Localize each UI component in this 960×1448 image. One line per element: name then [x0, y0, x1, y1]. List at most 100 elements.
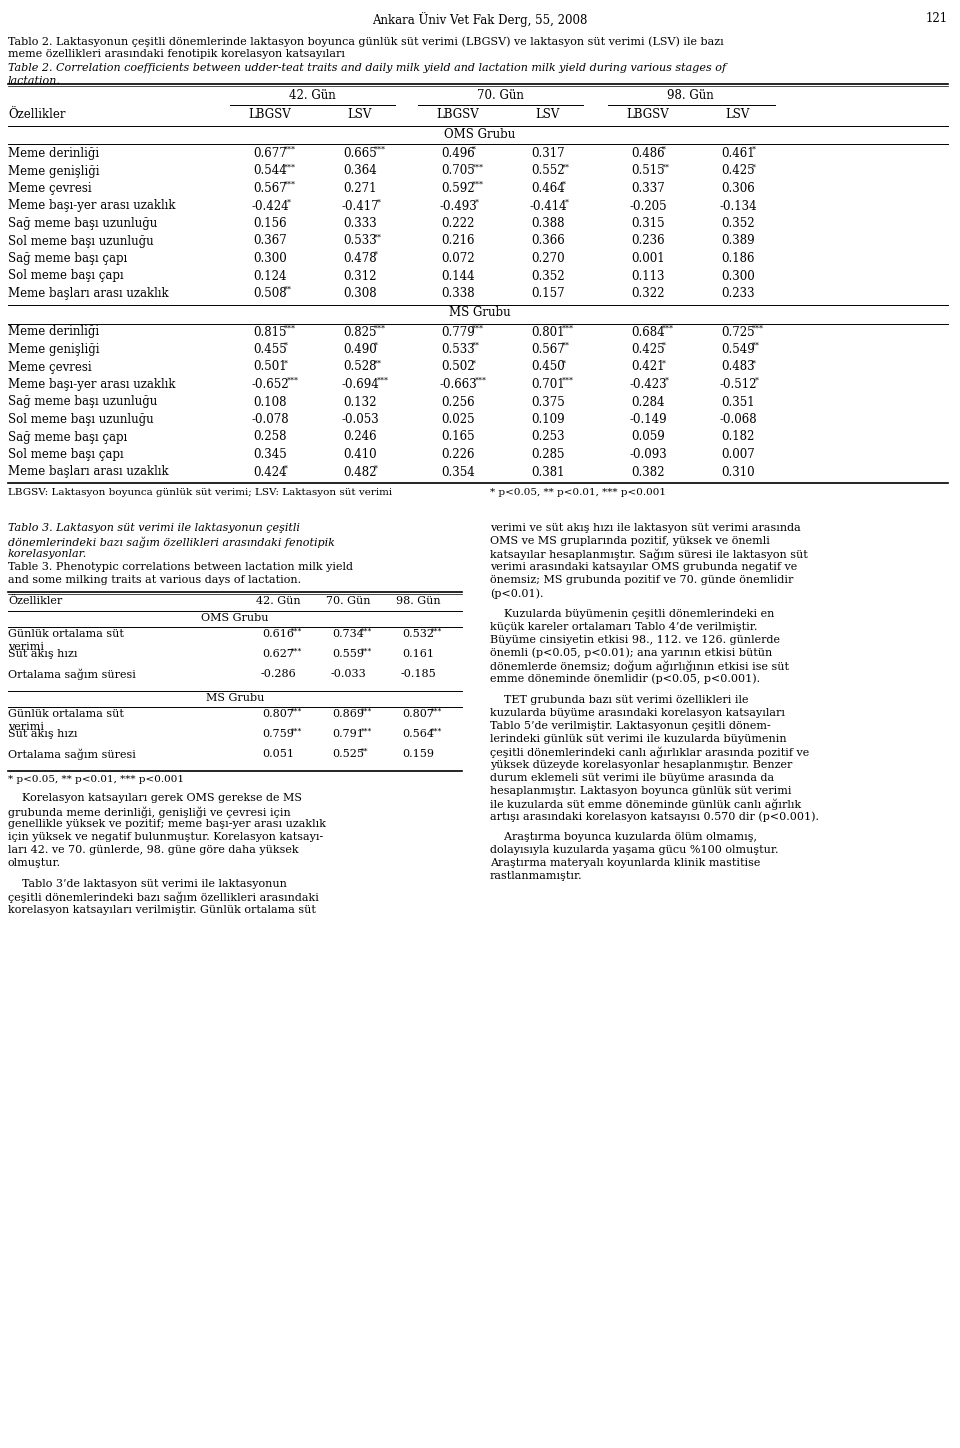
Text: 0.567: 0.567	[253, 182, 287, 195]
Text: ***: ***	[753, 324, 764, 333]
Text: 0.528: 0.528	[344, 361, 376, 374]
Text: *: *	[662, 342, 666, 350]
Text: -0.053: -0.053	[341, 413, 379, 426]
Text: Sol meme başı uzunluğu: Sol meme başı uzunluğu	[8, 235, 154, 248]
Text: OMS Grubu: OMS Grubu	[444, 127, 516, 140]
Text: verimi: verimi	[8, 723, 44, 733]
Text: *: *	[475, 198, 479, 207]
Text: 0.490: 0.490	[343, 343, 377, 356]
Text: 0.352: 0.352	[721, 217, 755, 230]
Text: *: *	[563, 359, 566, 368]
Text: Sağ meme başı uzunluğu: Sağ meme başı uzunluğu	[8, 217, 157, 230]
Text: 0.508: 0.508	[253, 287, 287, 300]
Text: ***: ***	[475, 376, 487, 385]
Text: çeşitli dönemlerindeki canlı ağırlıklar arasında pozitif ve: çeşitli dönemlerindeki canlı ağırlıklar …	[490, 747, 809, 759]
Text: 0.421: 0.421	[632, 361, 664, 374]
Text: 0.059: 0.059	[631, 430, 665, 443]
Text: **: **	[374, 233, 382, 242]
Text: 0.807: 0.807	[402, 710, 434, 720]
Text: *: *	[564, 198, 569, 207]
Text: 0.381: 0.381	[531, 465, 564, 478]
Text: *: *	[662, 359, 666, 368]
Text: -0.417: -0.417	[341, 200, 379, 213]
Text: 0.226: 0.226	[442, 447, 475, 460]
Text: OMS ve MS gruplarında pozitif, yüksek ve önemli: OMS ve MS gruplarında pozitif, yüksek ve…	[490, 536, 770, 546]
Text: -0.033: -0.033	[330, 669, 366, 679]
Text: Tablo 2. Laktasyonun çeşitli dönemlerinde laktasyon boyunca günlük süt verimi (L: Tablo 2. Laktasyonun çeşitli dönemlerind…	[8, 36, 724, 46]
Text: *: *	[665, 376, 669, 385]
Text: MS Grubu: MS Grubu	[449, 307, 511, 320]
Text: 0.533: 0.533	[442, 343, 475, 356]
Text: 0.233: 0.233	[721, 287, 755, 300]
Text: *: *	[755, 376, 758, 385]
Text: 0.007: 0.007	[721, 447, 755, 460]
Text: *: *	[284, 342, 288, 350]
Text: kuzularda büyüme arasındaki korelasyon katsayıları: kuzularda büyüme arasındaki korelasyon k…	[490, 708, 785, 718]
Text: 0.464: 0.464	[531, 182, 564, 195]
Text: 0.308: 0.308	[343, 287, 377, 300]
Text: * p<0.05, ** p<0.01, *** p<0.001: * p<0.05, ** p<0.01, *** p<0.001	[490, 488, 666, 497]
Text: 0.532: 0.532	[402, 628, 434, 639]
Text: 0.807: 0.807	[262, 710, 294, 720]
Text: önemli (p<0.05, p<0.01); ana yarının etkisi bütün: önemli (p<0.05, p<0.01); ana yarının etk…	[490, 647, 772, 659]
Text: 0.425: 0.425	[631, 343, 665, 356]
Text: 0.483: 0.483	[721, 361, 755, 374]
Text: -0.149: -0.149	[629, 413, 667, 426]
Text: -0.652: -0.652	[252, 378, 289, 391]
Text: 0.271: 0.271	[344, 182, 376, 195]
Text: Tablo 3. Laktasyon süt verimi ile laktasyonun çeşitli: Tablo 3. Laktasyon süt verimi ile laktas…	[8, 523, 300, 533]
Text: *: *	[472, 146, 476, 153]
Text: küçük kareler ortalamarı Tablo 4’de verilmiştir.: küçük kareler ortalamarı Tablo 4’de veri…	[490, 621, 757, 631]
Text: Meme derinliği: Meme derinliği	[8, 326, 99, 339]
Text: durum eklemeli süt verimi ile büyüme arasında da: durum eklemeli süt verimi ile büyüme ara…	[490, 773, 774, 782]
Text: 0.222: 0.222	[442, 217, 474, 230]
Text: TET grubunda bazı süt verimi özellikleri ile: TET grubunda bazı süt verimi özellikleri…	[490, 695, 749, 705]
Text: 0.284: 0.284	[632, 395, 664, 408]
Text: 0.312: 0.312	[344, 269, 376, 282]
Text: ***: ***	[292, 708, 302, 715]
Text: Kuzularda büyümenin çeşitli dönemlerindeki en: Kuzularda büyümenin çeşitli dönemlerinde…	[490, 608, 775, 618]
Text: katsayılar hesaplanmıştır. Sağım süresi ile laktasyon süt: katsayılar hesaplanmıştır. Sağım süresi …	[490, 549, 807, 560]
Text: ları 42. ve 70. günlerde, 98. güne göre daha yüksek: ları 42. ve 70. günlerde, 98. güne göre …	[8, 846, 299, 854]
Text: 0.759: 0.759	[262, 728, 294, 738]
Text: *: *	[377, 198, 381, 207]
Text: 0.779: 0.779	[442, 326, 475, 339]
Text: **: **	[563, 164, 570, 171]
Text: *: *	[472, 359, 476, 368]
Text: -0.286: -0.286	[260, 669, 296, 679]
Text: 0.124: 0.124	[253, 269, 287, 282]
Text: 0.306: 0.306	[721, 182, 755, 195]
Text: 0.300: 0.300	[253, 252, 287, 265]
Text: and some milking traits at various days of lactation.: and some milking traits at various days …	[8, 575, 301, 585]
Text: Sol meme başı uzunluğu: Sol meme başı uzunluğu	[8, 413, 154, 426]
Text: Sağ meme başı çapı: Sağ meme başı çapı	[8, 430, 128, 443]
Text: -0.423: -0.423	[629, 378, 667, 391]
Text: 0.533: 0.533	[343, 235, 377, 248]
Text: 0.216: 0.216	[442, 235, 475, 248]
Text: rastlanmamıştır.: rastlanmamıştır.	[490, 872, 583, 882]
Text: -0.694: -0.694	[341, 378, 379, 391]
Text: 0.246: 0.246	[343, 430, 377, 443]
Text: -0.414: -0.414	[529, 200, 566, 213]
Text: 0.338: 0.338	[442, 287, 475, 300]
Text: 0.382: 0.382	[632, 465, 664, 478]
Text: ***: ***	[563, 376, 574, 385]
Text: ***: ***	[662, 324, 674, 333]
Text: Table 2. Correlation coefficients between udder-teat traits and daily milk yield: Table 2. Correlation coefficients betwee…	[8, 64, 726, 72]
Text: ***: ***	[563, 324, 574, 333]
Text: 0.367: 0.367	[253, 235, 287, 248]
Text: 0.333: 0.333	[343, 217, 377, 230]
Text: ***: ***	[431, 708, 443, 715]
Text: Süt akış hızı: Süt akış hızı	[8, 649, 78, 659]
Text: 0.616: 0.616	[262, 628, 294, 639]
Text: -0.078: -0.078	[252, 413, 289, 426]
Text: -0.205: -0.205	[629, 200, 667, 213]
Text: -0.424: -0.424	[252, 200, 289, 213]
Text: 0.132: 0.132	[344, 395, 376, 408]
Text: Özellikler: Özellikler	[8, 597, 62, 607]
Text: verimi ve süt akış hızı ile laktasyon süt verimi arasında: verimi ve süt akış hızı ile laktasyon sü…	[490, 523, 801, 533]
Text: 70. Gün: 70. Gün	[476, 88, 523, 101]
Text: 0.182: 0.182	[721, 430, 755, 443]
Text: dönemlerindeki bazı sağım özellikleri arasındaki fenotipik: dönemlerindeki bazı sağım özellikleri ar…	[8, 536, 335, 547]
Text: 0.156: 0.156	[253, 217, 287, 230]
